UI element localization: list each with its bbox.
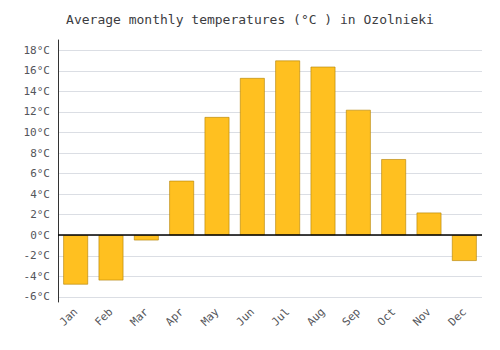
svg-text:Feb: Feb xyxy=(92,305,115,328)
svg-text:18°C: 18°C xyxy=(24,44,51,57)
svg-text:Jan: Jan xyxy=(57,305,80,328)
svg-text:Apr: Apr xyxy=(163,305,186,328)
svg-text:-6°C: -6°C xyxy=(24,290,51,303)
svg-text:May: May xyxy=(198,305,221,328)
svg-text:6°C: 6°C xyxy=(30,167,50,180)
svg-text:12°C: 12°C xyxy=(24,105,51,118)
svg-text:4°C: 4°C xyxy=(30,188,50,201)
svg-text:Dec: Dec xyxy=(446,305,469,328)
svg-text:8°C: 8°C xyxy=(30,147,50,160)
svg-text:-2°C: -2°C xyxy=(24,249,51,262)
svg-text:10°C: 10°C xyxy=(24,126,51,139)
svg-text:Jul: Jul xyxy=(269,305,292,328)
svg-text:Jun: Jun xyxy=(234,305,257,328)
svg-text:14°C: 14°C xyxy=(24,85,51,98)
svg-text:Oct: Oct xyxy=(375,305,398,328)
svg-text:Average monthly temperatures (: Average monthly temperatures (°C ) in Oz… xyxy=(66,12,434,27)
svg-text:-4°C: -4°C xyxy=(24,270,51,283)
svg-text:2°C: 2°C xyxy=(30,208,50,221)
svg-text:Nov: Nov xyxy=(410,305,433,328)
svg-text:Aug: Aug xyxy=(304,305,327,328)
svg-text:Mar: Mar xyxy=(128,305,151,328)
svg-text:0°C: 0°C xyxy=(30,229,50,242)
svg-text:16°C: 16°C xyxy=(24,64,51,77)
svg-text:Sep: Sep xyxy=(340,305,363,328)
